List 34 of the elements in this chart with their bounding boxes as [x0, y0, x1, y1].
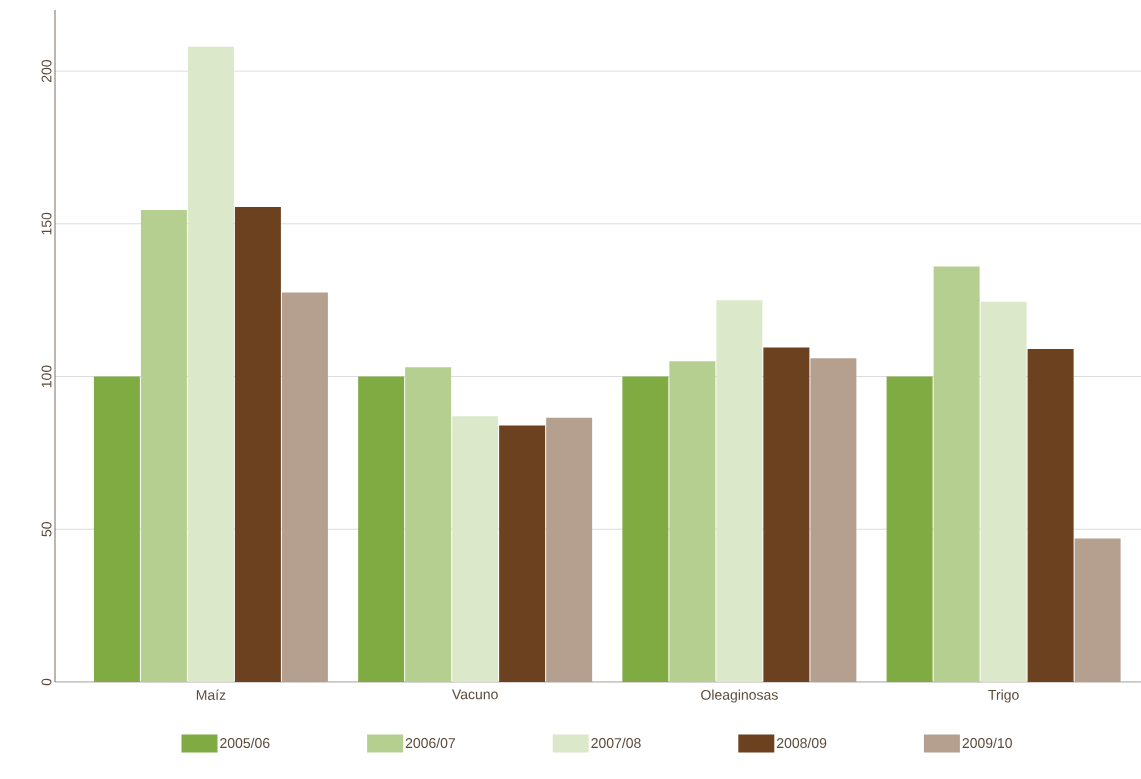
- legend-label: 2005/06: [220, 737, 270, 749]
- bar: [499, 425, 546, 682]
- bar: [546, 417, 593, 682]
- bar: [622, 376, 669, 682]
- bar: [1027, 349, 1074, 682]
- bar: [187, 46, 234, 682]
- bar: [933, 266, 980, 682]
- x-tick-label: Vacuno: [451, 689, 498, 700]
- legend-label: 2009/10: [962, 737, 1012, 749]
- x-tick-label: Trigo: [988, 689, 1019, 703]
- bar: [886, 376, 933, 682]
- y-tick-label: 150: [41, 212, 52, 235]
- legend-label: 2008/09: [777, 737, 827, 749]
- bar: [405, 367, 452, 682]
- bar: [281, 292, 328, 682]
- x-tick-label: Maíz: [196, 689, 226, 700]
- bar: [93, 376, 140, 682]
- y-tick-label: 100: [41, 365, 52, 388]
- y-tick-label: 0: [41, 678, 52, 686]
- bar: [669, 361, 716, 682]
- y-tick-label: 200: [41, 59, 52, 83]
- bar: [140, 210, 187, 682]
- bar: [234, 207, 281, 682]
- bar: [1074, 538, 1121, 682]
- x-tick-label: Oleaginosas: [701, 689, 778, 703]
- bar: [763, 347, 810, 682]
- bar: [980, 301, 1027, 682]
- bar: [810, 358, 857, 682]
- bar: [716, 300, 763, 682]
- y-tick-label: 50: [41, 522, 52, 537]
- legend-label: 2007/08: [591, 737, 641, 749]
- bar: [358, 376, 405, 682]
- legend-label: 2006/07: [405, 737, 455, 749]
- bar: [452, 416, 499, 682]
